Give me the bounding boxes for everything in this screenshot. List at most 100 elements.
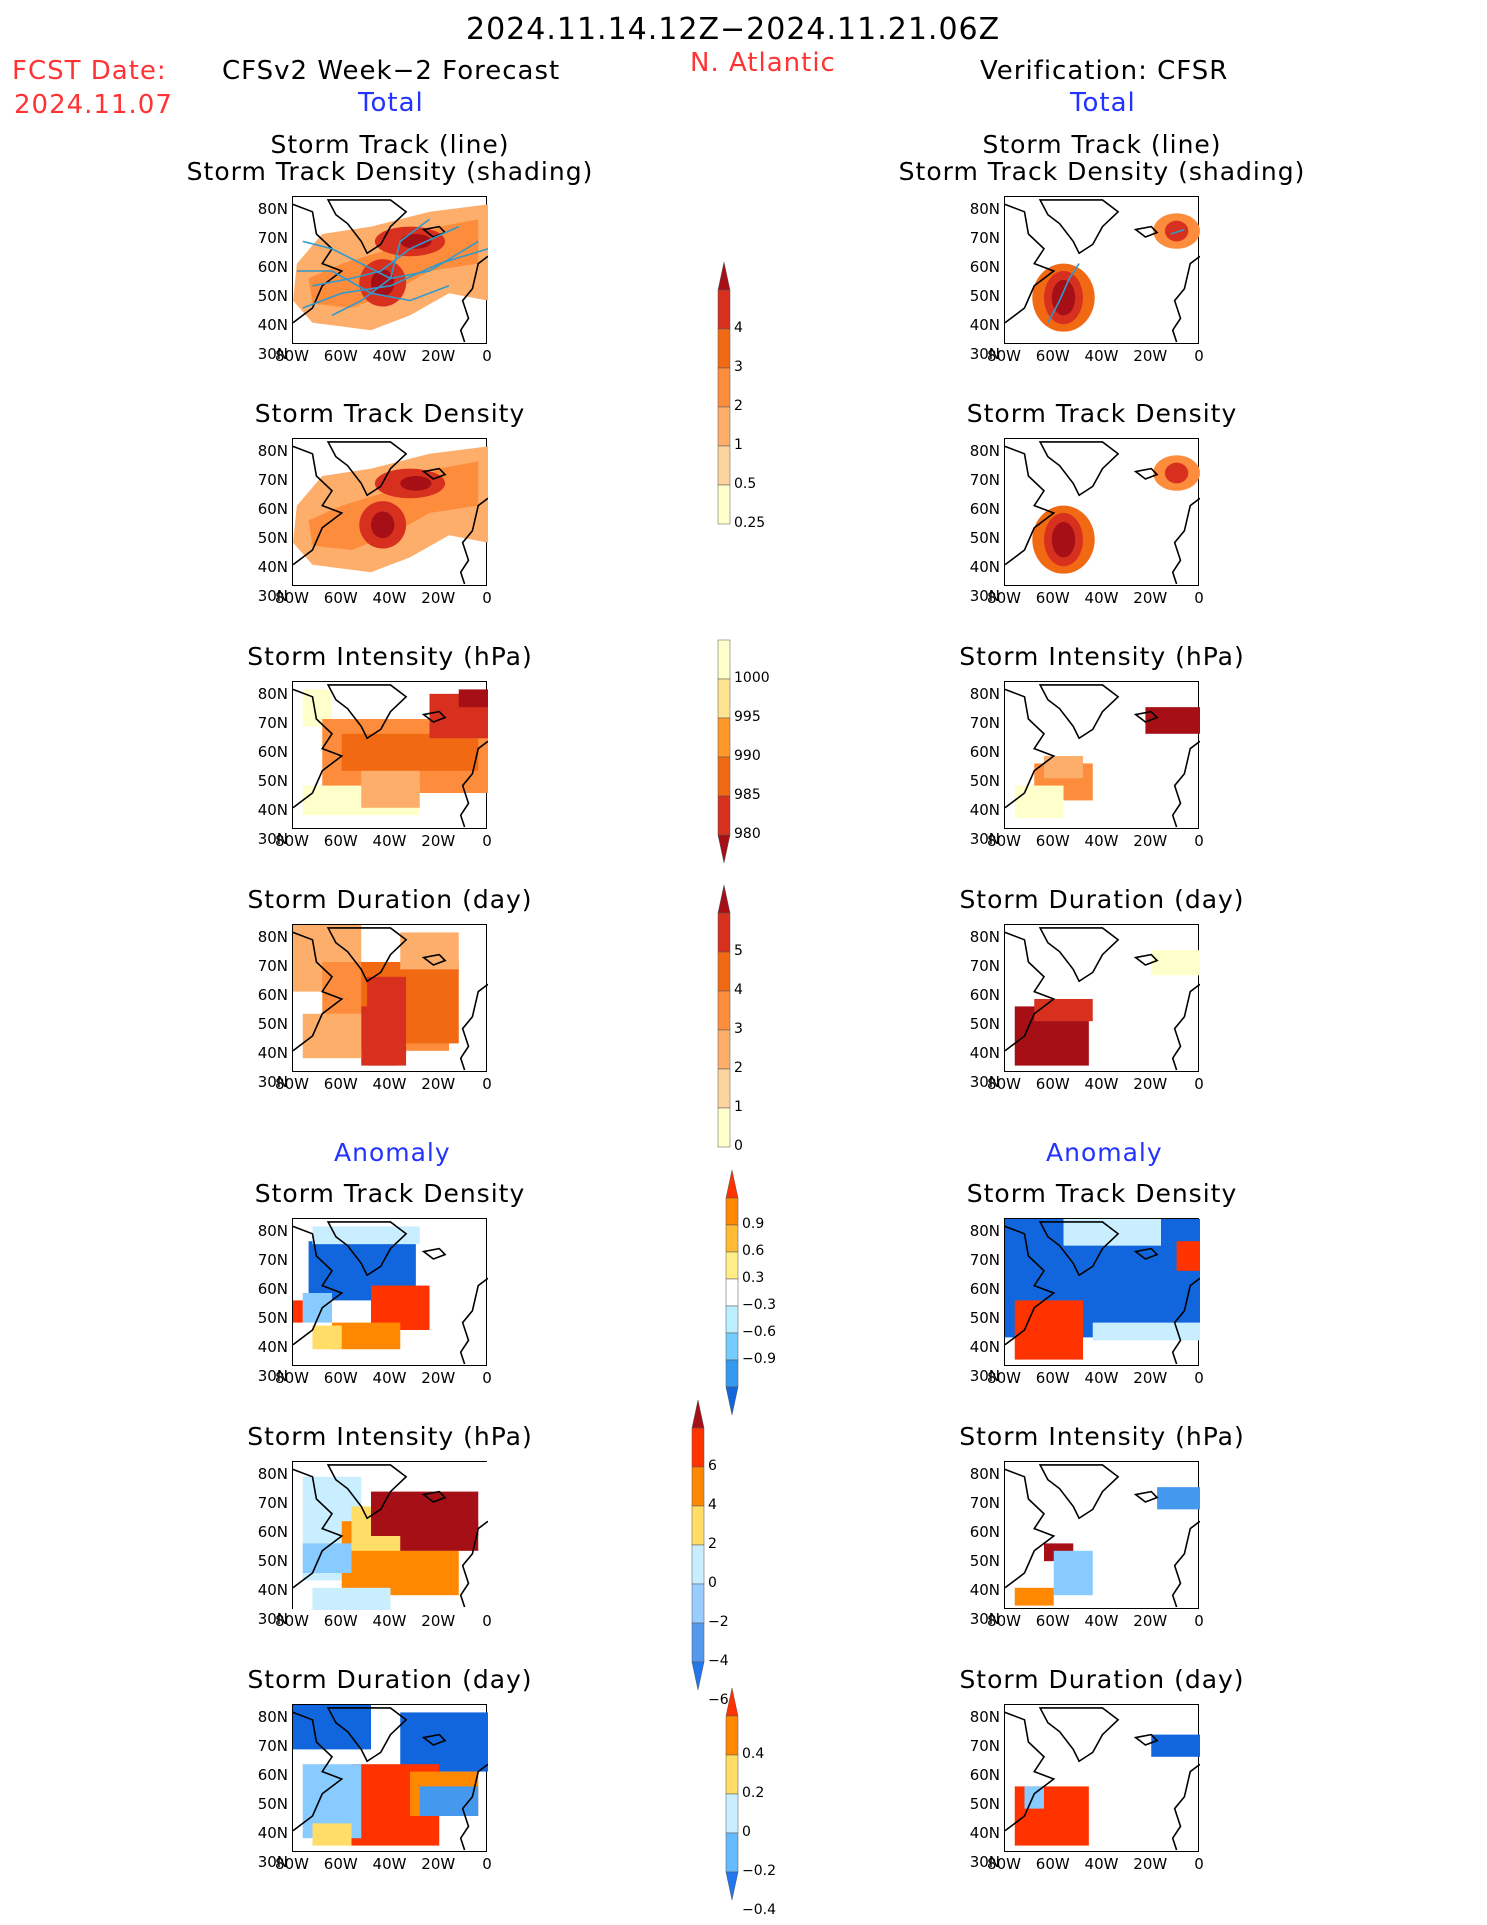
lat-tick-label: 40N bbox=[969, 1581, 1000, 1599]
lon-tick-label: 0 bbox=[482, 347, 492, 365]
lat-tick-label: 40N bbox=[257, 1824, 288, 1842]
left-anom-duration-shading bbox=[293, 1705, 488, 1851]
left-anom-duration-title: Storm Duration (day) bbox=[247, 1665, 533, 1694]
colorbar-swatch bbox=[717, 678, 731, 719]
lat-tick-label: 50N bbox=[969, 772, 1000, 790]
colorbar-tick-label: −4 bbox=[708, 1653, 729, 1669]
colorbar-swatch bbox=[725, 1793, 739, 1834]
colorbar-tick-label: 985 bbox=[734, 787, 761, 803]
right-intensity-title: Storm Intensity (hPa) bbox=[959, 642, 1245, 671]
colorbar-swatch bbox=[691, 1622, 705, 1663]
left-duration-shading bbox=[293, 925, 488, 1071]
lon-tick-label: 60W bbox=[1035, 832, 1070, 850]
lon-tick-label: 40W bbox=[372, 589, 407, 607]
colorbar-tick-label: −0.6 bbox=[742, 1324, 776, 1340]
colorbar-swatch bbox=[725, 1754, 739, 1795]
left-intensity-coastline bbox=[293, 684, 488, 828]
right-density-shading bbox=[1005, 441, 1200, 585]
colorbar-swatch bbox=[725, 1871, 739, 1901]
lat-tick-label: 70N bbox=[969, 714, 1000, 732]
lat-tick-label: 40N bbox=[969, 1044, 1000, 1062]
colorbar-tick-label: −0.9 bbox=[742, 1351, 776, 1367]
lat-tick-label: 80N bbox=[969, 200, 1000, 218]
lon-tick-label: 20W bbox=[1133, 1075, 1168, 1093]
lon-tick-label: 60W bbox=[323, 347, 358, 365]
colorbar-swatch bbox=[717, 445, 731, 486]
right-duration-coastline bbox=[1005, 927, 1200, 1071]
colorbar-tick-label: 3 bbox=[734, 359, 743, 375]
lat-tick-label: 40N bbox=[969, 801, 1000, 819]
left-density-shading bbox=[293, 441, 488, 585]
lon-tick-label: 40W bbox=[1084, 1612, 1119, 1630]
lat-tick-label: 80N bbox=[969, 1222, 1000, 1240]
colorbar-tick-label: 4 bbox=[734, 982, 743, 998]
right-density-coastline bbox=[1005, 441, 1200, 585]
right-anom-density-title: Storm Track Density bbox=[966, 1179, 1238, 1208]
lat-tick-label: 50N bbox=[257, 529, 288, 547]
lon-tick-label: 80W bbox=[987, 1369, 1021, 1387]
lat-tick-label: 70N bbox=[257, 957, 288, 975]
left-anom-duration-coastline bbox=[293, 1707, 488, 1851]
colorbar-swatch bbox=[717, 1068, 731, 1109]
right-track-coastline bbox=[1005, 199, 1200, 343]
right-track-shading bbox=[1005, 199, 1200, 343]
right-anom-intensity-title: Storm Intensity (hPa) bbox=[959, 1422, 1245, 1451]
lon-tick-label: 40W bbox=[372, 1855, 407, 1873]
lon-tick-label: 60W bbox=[1035, 1855, 1070, 1873]
lat-tick-label: 70N bbox=[257, 229, 288, 247]
fcst-date-label: FCST Date: bbox=[12, 56, 167, 86]
lon-tick-label: 40W bbox=[372, 1612, 407, 1630]
colorbar-swatch bbox=[691, 1661, 705, 1691]
lon-tick-label: 60W bbox=[1035, 589, 1070, 607]
lon-tick-label: 40W bbox=[372, 347, 407, 365]
colorbar-swatch bbox=[691, 1505, 705, 1546]
colorbar-swatch bbox=[725, 1251, 739, 1280]
left-track-title: Storm Track (line) Storm Track Density (… bbox=[180, 131, 600, 185]
colorbar-tick-label: 0.9 bbox=[742, 1216, 765, 1232]
colorbar-tick-label: 0.3 bbox=[742, 1270, 765, 1286]
lon-tick-label: 40W bbox=[372, 1369, 407, 1387]
colorbar-swatch bbox=[717, 717, 731, 758]
lon-tick-label: 60W bbox=[323, 832, 358, 850]
lon-tick-label: 40W bbox=[1084, 832, 1119, 850]
lon-tick-label: 0 bbox=[482, 1075, 492, 1093]
lat-tick-label: 50N bbox=[969, 1309, 1000, 1327]
lat-tick-label: 70N bbox=[257, 1494, 288, 1512]
colorbar-tick-label: 990 bbox=[734, 748, 761, 764]
lon-tick-label: 80W bbox=[987, 1075, 1021, 1093]
colorbar-tick-label: 2 bbox=[734, 1060, 743, 1076]
colorbar-duration-total bbox=[717, 884, 731, 1148]
colorbar-tick-label: 1 bbox=[734, 437, 743, 453]
left-track-title-line1: Storm Track (line) bbox=[270, 130, 510, 159]
colorbar-swatch bbox=[717, 484, 731, 525]
lon-tick-label: 80W bbox=[987, 1855, 1021, 1873]
colorbar-swatch bbox=[717, 834, 731, 864]
colorbar-swatch bbox=[717, 1107, 731, 1148]
lon-tick-label: 40W bbox=[372, 1075, 407, 1093]
colorbar-swatch bbox=[717, 328, 731, 369]
lat-tick-label: 60N bbox=[969, 1280, 1000, 1298]
colorbar-swatch bbox=[691, 1399, 705, 1429]
lat-tick-label: 80N bbox=[969, 1708, 1000, 1726]
right-track-map bbox=[1004, 196, 1200, 344]
right-anom-intensity-shading bbox=[1005, 1464, 1200, 1608]
lat-tick-label: 30N bbox=[969, 1073, 1000, 1091]
lat-tick-label: 70N bbox=[257, 1251, 288, 1269]
colorbar-tick-label: 0 bbox=[742, 1824, 751, 1840]
left-anom-intensity-map bbox=[292, 1461, 488, 1610]
colorbar-tick-label: 6 bbox=[708, 1458, 717, 1474]
colorbar-tick-label: 4 bbox=[734, 320, 743, 336]
lat-tick-label: 40N bbox=[969, 558, 1000, 576]
left-density-coastline bbox=[293, 441, 488, 585]
lat-tick-label: 40N bbox=[257, 1338, 288, 1356]
colorbar-tick-label: 2 bbox=[708, 1536, 717, 1552]
lon-tick-label: 20W bbox=[1133, 589, 1168, 607]
lon-tick-label: 60W bbox=[1035, 1612, 1070, 1630]
lat-tick-label: 60N bbox=[969, 743, 1000, 761]
colorbar-swatch bbox=[717, 1029, 731, 1070]
left-anom-duration-map bbox=[292, 1704, 488, 1852]
colorbar-swatch bbox=[725, 1332, 739, 1361]
left-duration-coastline bbox=[293, 927, 488, 1071]
colorbar-swatch bbox=[725, 1197, 739, 1226]
lat-tick-label: 80N bbox=[257, 1222, 288, 1240]
